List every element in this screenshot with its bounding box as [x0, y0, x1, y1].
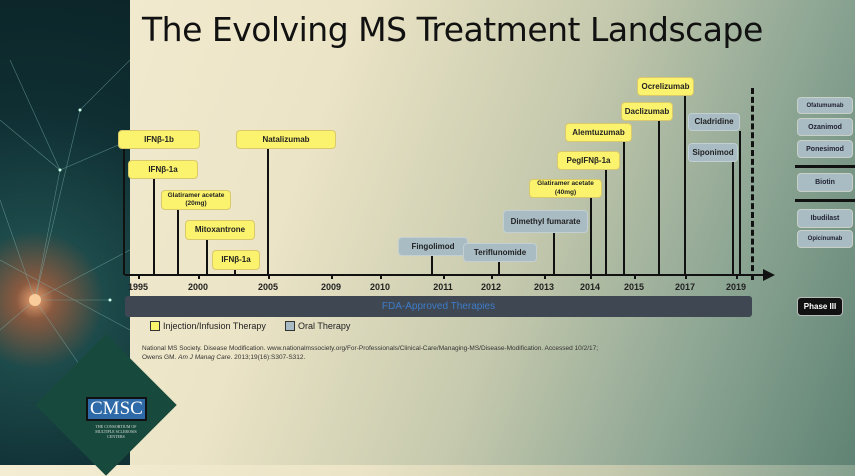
year-tick: [544, 276, 546, 279]
year-tick: [736, 276, 738, 279]
approval-marker-line: [553, 233, 555, 275]
ref-text: Owens GM.: [142, 354, 179, 362]
approval-marker-line: [605, 170, 607, 275]
legend-oral: Oral Therapy: [285, 321, 350, 331]
legend-injection: Injection/Infusion Therapy: [150, 321, 266, 331]
pipeline-item: Ibudilast: [797, 209, 853, 228]
divider: [795, 165, 855, 168]
year-label: 2019: [725, 282, 747, 292]
therapy-box: Teriflunomide: [463, 243, 537, 262]
therapy-box: Mitoxantrone: [185, 220, 255, 240]
year-label: 2017: [674, 282, 696, 292]
pipeline-item: Biotin: [797, 173, 853, 192]
pipeline-item: Opicinumab: [797, 230, 853, 248]
therapy-box: Glatiramer acetate (40mg): [529, 179, 602, 198]
arrow-right-icon: [763, 269, 775, 281]
approval-marker-line: [684, 96, 686, 275]
divider: [795, 199, 855, 202]
year-tick: [685, 276, 687, 279]
approval-marker-line: [267, 149, 269, 275]
therapy-box: IFNβ-1a: [212, 250, 260, 270]
year-tick: [443, 276, 445, 279]
pipeline-divider: [751, 88, 754, 280]
legend-label: Oral Therapy: [298, 321, 351, 331]
references: National MS Society. Disease Modificatio…: [142, 344, 682, 363]
network-graphic: [0, 59, 130, 382]
therapy-box: IFNβ-1b: [118, 130, 200, 149]
therapy-box: Natalizumab: [236, 130, 336, 149]
logo-lettering: CMSC: [86, 397, 147, 421]
year-label: 2013: [533, 282, 555, 292]
approval-marker-line: [658, 121, 660, 275]
therapy-box: Alemtuzumab: [565, 123, 632, 142]
reference-2: Owens GM. Am J Manag Care. 2013;19(16):S…: [142, 353, 682, 362]
pipeline-item: Ofatumumab: [797, 97, 853, 114]
approval-marker-line: [123, 149, 125, 275]
approval-marker-line: [431, 256, 433, 275]
year-tick: [268, 276, 270, 279]
year-tick: [590, 276, 592, 279]
legend-swatch: [150, 321, 160, 331]
year-label: 2011: [433, 282, 453, 292]
therapy-box: Ocrelizumab: [637, 77, 694, 96]
approval-marker-line: [234, 270, 236, 275]
therapy-box: PegIFNβ-1a: [557, 151, 620, 170]
therapy-box: Daclizumab: [621, 102, 673, 121]
legend-swatch: [285, 321, 295, 331]
year-tick: [634, 276, 636, 279]
timeline-axis: [125, 274, 765, 276]
year-tick: [138, 276, 140, 279]
approval-marker-line: [623, 142, 625, 275]
slide-title: The Evolving MS Treatment Landscape: [142, 10, 763, 49]
year-tick: [491, 276, 493, 279]
approval-marker-line: [590, 198, 592, 275]
year-tick: [198, 276, 200, 279]
approval-marker-line: [498, 262, 500, 275]
year-label: 2005: [257, 282, 279, 292]
ref-journal: Am J Manag Care: [178, 354, 231, 362]
year-label: 2014: [579, 282, 601, 292]
therapy-box: Cladridine: [688, 113, 740, 131]
therapy-box: IFNβ-1a: [128, 160, 198, 179]
year-label: 2012: [480, 282, 502, 292]
approval-marker-line: [177, 210, 179, 275]
pipeline-item: Ponesimod: [797, 140, 853, 158]
therapy-box: Glatiramer acetate (20mg): [161, 190, 231, 210]
reference-1: National MS Society. Disease Modificatio…: [142, 345, 599, 352]
therapy-box: Siponimod: [688, 143, 738, 162]
ref-text: . 2013;19(16):S307-S312.: [230, 354, 306, 362]
year-tick: [331, 276, 333, 279]
approval-marker-line: [732, 162, 734, 275]
cmsc-logo: CMSC: [86, 397, 147, 421]
phase-iii-label: Phase III: [797, 297, 843, 316]
pipeline-item: Ozanimod: [797, 118, 853, 136]
approval-marker-line: [206, 240, 208, 275]
year-label: 2015: [623, 282, 645, 292]
fda-approved-bar: FDA-Approved Therapies: [125, 296, 752, 317]
approval-marker-line: [739, 131, 741, 275]
year-label: 2009: [320, 282, 342, 292]
therapy-box: Fingolimod: [398, 237, 468, 256]
logo-subtitle: THE CONSORTIUM OF MULTIPLE SCLEROSIS CEN…: [95, 424, 137, 439]
approval-marker-line: [153, 179, 155, 275]
year-tick: [380, 276, 382, 279]
year-label: 2000: [187, 282, 209, 292]
legend-label: Injection/Infusion Therapy: [163, 321, 266, 331]
year-label: 2010: [369, 282, 391, 292]
year-label: 1995: [127, 282, 149, 292]
therapy-box: Dimethyl fumarate: [503, 210, 588, 233]
